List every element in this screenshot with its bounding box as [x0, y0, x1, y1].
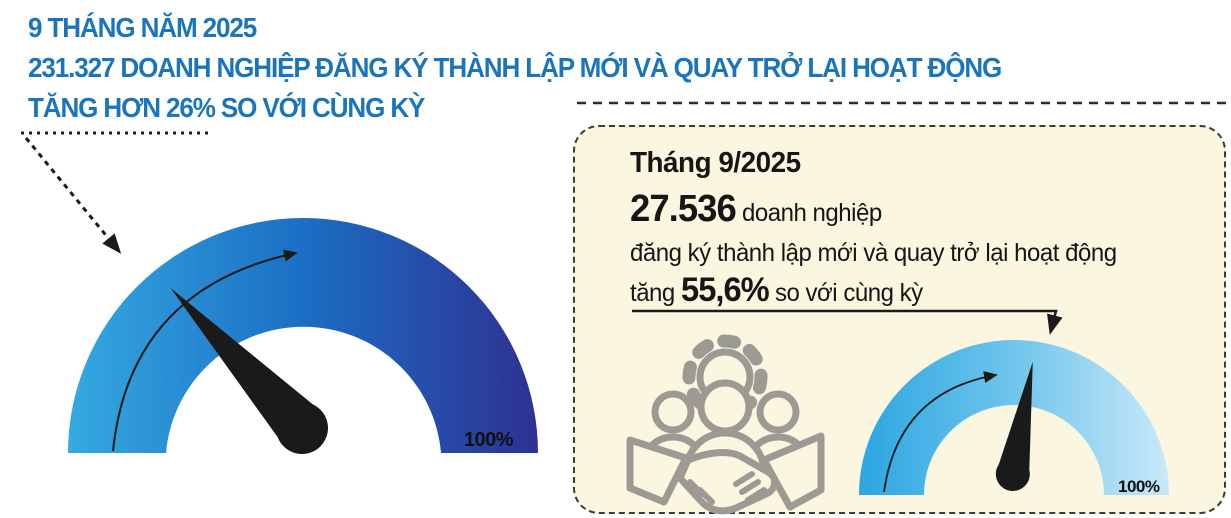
enterprise-unit: doanh nghiệp: [742, 199, 882, 227]
growth-prefix: tăng: [630, 279, 675, 307]
growth-percent: 55,6%: [681, 271, 770, 309]
trend-arrow: [112, 249, 298, 452]
description: đăng ký thành lập mới và quay trở lại ho…: [630, 239, 1117, 267]
title-line-2: 231.327 DOANH NGHIỆP ĐĂNG KÝ THÀNH LẬP M…: [28, 52, 1002, 83]
enterprise-count: 27.536: [630, 188, 737, 230]
growth-suffix: so với cùng kỳ: [774, 279, 923, 307]
page-title: 9 THÁNG NĂM 2025 231.327 DOANH NGHIỆP ĐĂ…: [28, 8, 1002, 128]
gauge-nine-months: [68, 218, 538, 454]
title-line-3: TĂNG HƠN 26% SO VỚI CÙNG KỲ: [28, 92, 425, 123]
gauge-needle: [170, 288, 328, 454]
period-label: Tháng 9/2025: [630, 147, 801, 179]
gauge-needle: [995, 361, 1033, 491]
growth-callout-arrow: [632, 309, 1063, 335]
title-line-1: 9 THÁNG NĂM 2025: [28, 12, 257, 43]
value-line: 27.536 doanh nghiệp: [630, 186, 1117, 236]
gauge-max-label: 100%: [463, 429, 514, 451]
gauge-arc: [68, 218, 538, 453]
gauge-month: [859, 340, 1169, 495]
headline-pointer-arrow: [21, 131, 212, 254]
handshake-icon: [626, 334, 825, 515]
trend-arrow: [883, 371, 998, 493]
month-detail-text: Tháng 9/2025 27.536 doanh nghiệp đăng ký…: [630, 146, 1117, 313]
growth-line: tăng 55,6% so với cùng kỳ: [630, 270, 1117, 313]
gauge-max-label: 100%: [1118, 477, 1160, 496]
gauge-arc: [859, 340, 1169, 495]
